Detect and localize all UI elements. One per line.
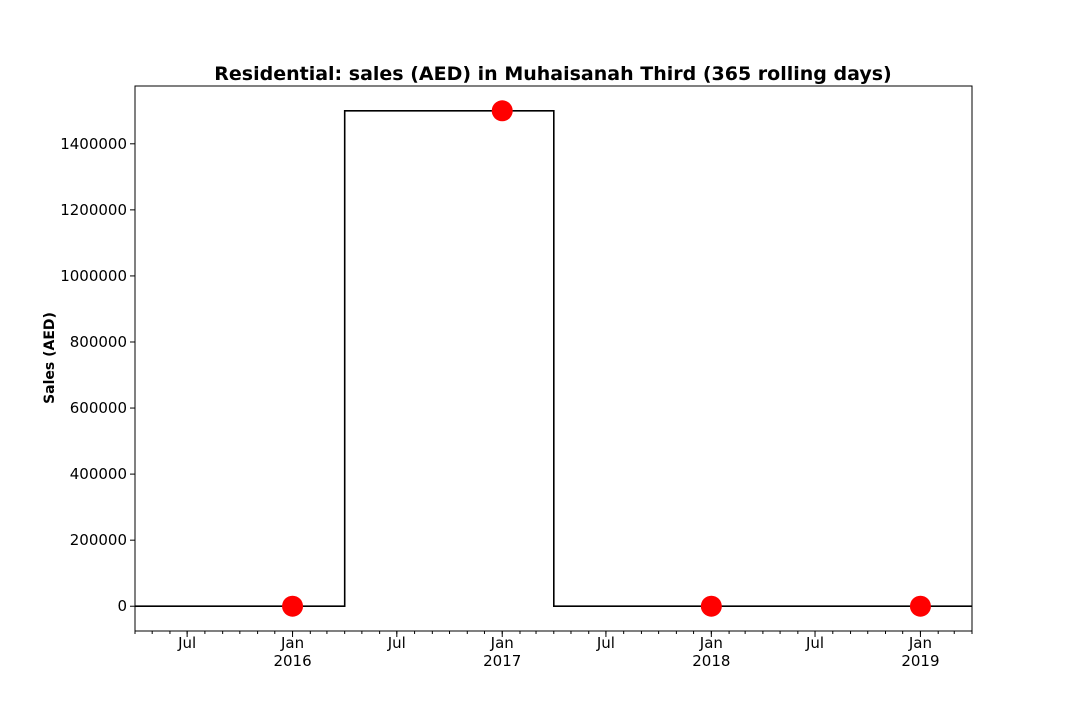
x-tick-label: Jan: [490, 634, 514, 652]
x-tick-year-label: 2019: [901, 652, 939, 670]
x-tick-year-label: 2017: [483, 652, 521, 670]
sales-step-line: [135, 110, 972, 608]
chart-title: Residential: sales (AED) in Muhaisanah T…: [214, 63, 891, 85]
x-tick-label: Jul: [177, 634, 196, 652]
y-tick-label: 1000000: [60, 267, 127, 285]
data-point: [700, 595, 722, 617]
x-tick-label: Jan: [699, 634, 723, 652]
y-tick-label: 400000: [70, 465, 127, 483]
plot-area: 0 200000 400000 600000 800000 1000000 1200000 1…: [60, 85, 973, 670]
x-tick-label: Jan: [280, 634, 304, 652]
x-tick-label: Jan: [908, 634, 932, 652]
y-axis-label: Sales (AED): [42, 312, 58, 404]
x-tick-label: Jul: [387, 634, 406, 652]
data-point: [909, 595, 931, 617]
y-tick-label: 800000: [70, 333, 127, 351]
x-tick-label: Jul: [805, 634, 824, 652]
y-tick-label: 1200000: [60, 201, 127, 219]
y-tick-label: 600000: [70, 399, 127, 417]
y-tick-label: 200000: [70, 531, 127, 549]
data-point: [491, 100, 513, 122]
y-tick-label: 0: [117, 597, 127, 615]
x-tick-year-label: 2018: [692, 652, 730, 670]
y-tick-label: 1400000: [60, 135, 127, 153]
x-tick-year-label: 2016: [273, 652, 311, 670]
data-point: [282, 595, 304, 617]
x-tick-label: Jul: [596, 634, 615, 652]
